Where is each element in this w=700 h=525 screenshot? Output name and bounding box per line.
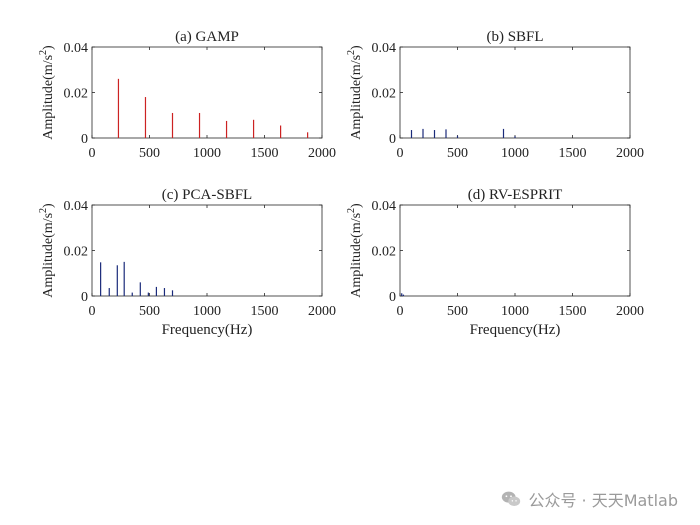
subplot-title: (a) GAMP (175, 29, 239, 45)
x-tick-label: 500 (447, 304, 468, 319)
wechat-icon (502, 491, 521, 507)
y-tick-label: 0 (389, 290, 396, 305)
y-tick-label: 0 (81, 290, 88, 305)
x-tick-label: 500 (447, 146, 468, 161)
y-tick-label: 0.04 (372, 199, 397, 214)
plot-frame (91, 204, 323, 297)
y-tick-label: 0.04 (64, 41, 89, 56)
y-tick-label: 0 (81, 132, 88, 147)
watermark: 公众号 · 天天Matlab (500, 487, 678, 511)
x-tick-label: 1500 (559, 146, 587, 161)
x-tick-label: 0 (397, 304, 404, 319)
plot-frame (91, 46, 323, 139)
x-axis-label: Frequency(Hz) (470, 322, 561, 338)
x-tick-label: 1000 (501, 146, 529, 161)
y-tick-label: 0 (389, 132, 396, 147)
subplot-title: (c) PCA-SBFL (162, 187, 252, 203)
subplot-1: 0 500 1000 1500 2000 0 0.02 0.04 (a) GAMP Amplitu… (38, 29, 336, 161)
y-axis-label: Amplitude(m/s2) (346, 203, 364, 298)
y-tick-label: 0.02 (372, 87, 397, 102)
subplot-title: (b) SBFL (486, 29, 543, 45)
plot-frame (399, 46, 631, 139)
y-tick-label: 0.02 (372, 245, 397, 260)
x-tick-label: 1500 (251, 304, 279, 319)
subplot-3: 0 500 1000 1500 2000 0 0.02 0.04 (c) PCA-SBFL Amp… (38, 187, 336, 338)
x-tick-label: 1000 (501, 304, 529, 319)
x-tick-label: 2000 (616, 304, 644, 319)
x-tick-label: 1000 (193, 304, 221, 319)
subplot-2: 0 500 1000 1500 2000 0 0.02 0.04 (b) SBFL Amplitu… (346, 29, 644, 161)
x-tick-label: 0 (89, 304, 96, 319)
x-tick-label: 1500 (251, 146, 279, 161)
y-tick-label: 0.02 (64, 87, 89, 102)
x-tick-label: 500 (139, 304, 160, 319)
y-tick-label: 0.02 (64, 245, 89, 260)
x-tick-label: 2000 (308, 146, 336, 161)
x-tick-label: 0 (89, 146, 96, 161)
x-tick-label: 1000 (193, 146, 221, 161)
y-tick-label: 0.04 (372, 41, 397, 56)
subplot-title: (d) RV-ESPRIT (468, 187, 563, 203)
y-axis-label: Amplitude(m/s2) (38, 45, 56, 140)
plot-frame (399, 204, 631, 297)
subplot-4: 0 500 1000 1500 2000 0 0.02 0.04 (d) RV-ESPRIT Am… (346, 187, 644, 338)
x-axis-label: Frequency(Hz) (162, 322, 253, 338)
x-tick-label: 1500 (559, 304, 587, 319)
y-tick-label: 0.04 (64, 199, 89, 214)
x-tick-label: 2000 (308, 304, 336, 319)
x-tick-label: 2000 (616, 146, 644, 161)
x-tick-label: 0 (397, 146, 404, 161)
x-tick-label: 500 (139, 146, 160, 161)
y-axis-label: Amplitude(m/s2) (38, 203, 56, 298)
watermark-text: 公众号 · 天天Matlab (528, 491, 678, 510)
y-axis-label: Amplitude(m/s2) (346, 45, 364, 140)
